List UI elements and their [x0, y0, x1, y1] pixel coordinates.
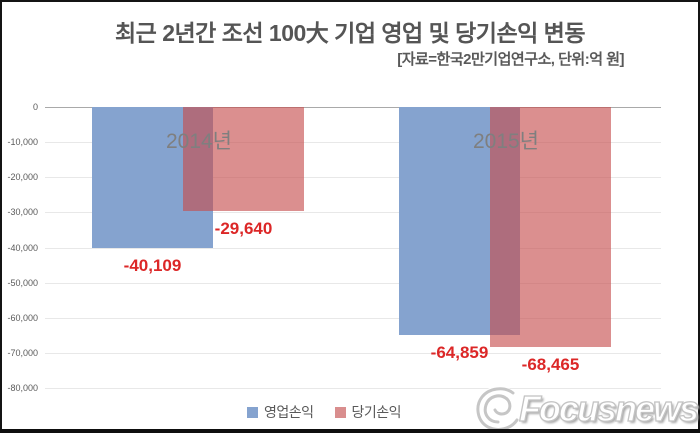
frame-border-right	[698, 0, 700, 433]
category-label: 2014년	[165, 130, 233, 153]
gridline	[45, 352, 661, 354]
y-axis-tick-label: -70,000	[7, 347, 38, 358]
y-axis-tick-label: -10,000	[7, 137, 38, 148]
gridline	[45, 282, 661, 284]
y-axis-tick-label: -30,000	[7, 207, 38, 218]
legend-label: 당기손익	[351, 404, 402, 420]
bottom-border-line	[0, 429, 700, 433]
focusnews-logo: Focusnews	[473, 385, 700, 433]
gridline	[45, 177, 661, 179]
y-axis-tick-label: -40,000	[7, 242, 38, 253]
value-label-net-income: -29,640	[214, 219, 273, 238]
gridline	[45, 317, 661, 319]
gridline	[45, 388, 661, 389]
zero-axis-line	[45, 107, 661, 108]
gridline	[45, 247, 661, 249]
category-label: 2015년	[472, 130, 540, 153]
y-axis-tick-label: -60,000	[7, 312, 38, 323]
chart-source-note: [자료=한국2만기업연구소, 단위:억 원]	[397, 51, 624, 68]
gridline	[45, 142, 661, 144]
legend-swatch-icon	[334, 406, 346, 418]
chart-title: 최근 2년간 조선 100大 기업 영업 및 당기손익 변동	[114, 20, 586, 46]
value-label-operating-income: -64,859	[430, 343, 489, 362]
bar-net-income-2015년	[490, 107, 611, 347]
value-label-net-income: -68,465	[521, 355, 580, 374]
legend: 영업손익 당기손익	[247, 402, 402, 422]
y-axis-tick-label: -20,000	[7, 172, 38, 183]
focusnews-swirl-icon	[475, 386, 522, 432]
legend-swatch-icon	[247, 406, 258, 418]
gridline	[45, 212, 661, 214]
y-axis-tick-label: 0	[32, 102, 38, 112]
focusnews-logo-text: Focusnews	[518, 387, 699, 429]
legend-item: 당기손익	[334, 402, 402, 422]
y-axis-tick-label: -50,000	[7, 277, 38, 288]
frame-border-left	[0, 0, 2, 433]
frame-border-top	[0, 0, 700, 2]
legend-item: 영업손익	[247, 402, 314, 422]
value-label-operating-income: -40,109	[123, 256, 182, 275]
bar-net-income-2014년	[183, 107, 304, 211]
legend-label: 영업손익	[264, 404, 314, 420]
y-axis-tick-label: -80,000	[7, 383, 38, 393]
